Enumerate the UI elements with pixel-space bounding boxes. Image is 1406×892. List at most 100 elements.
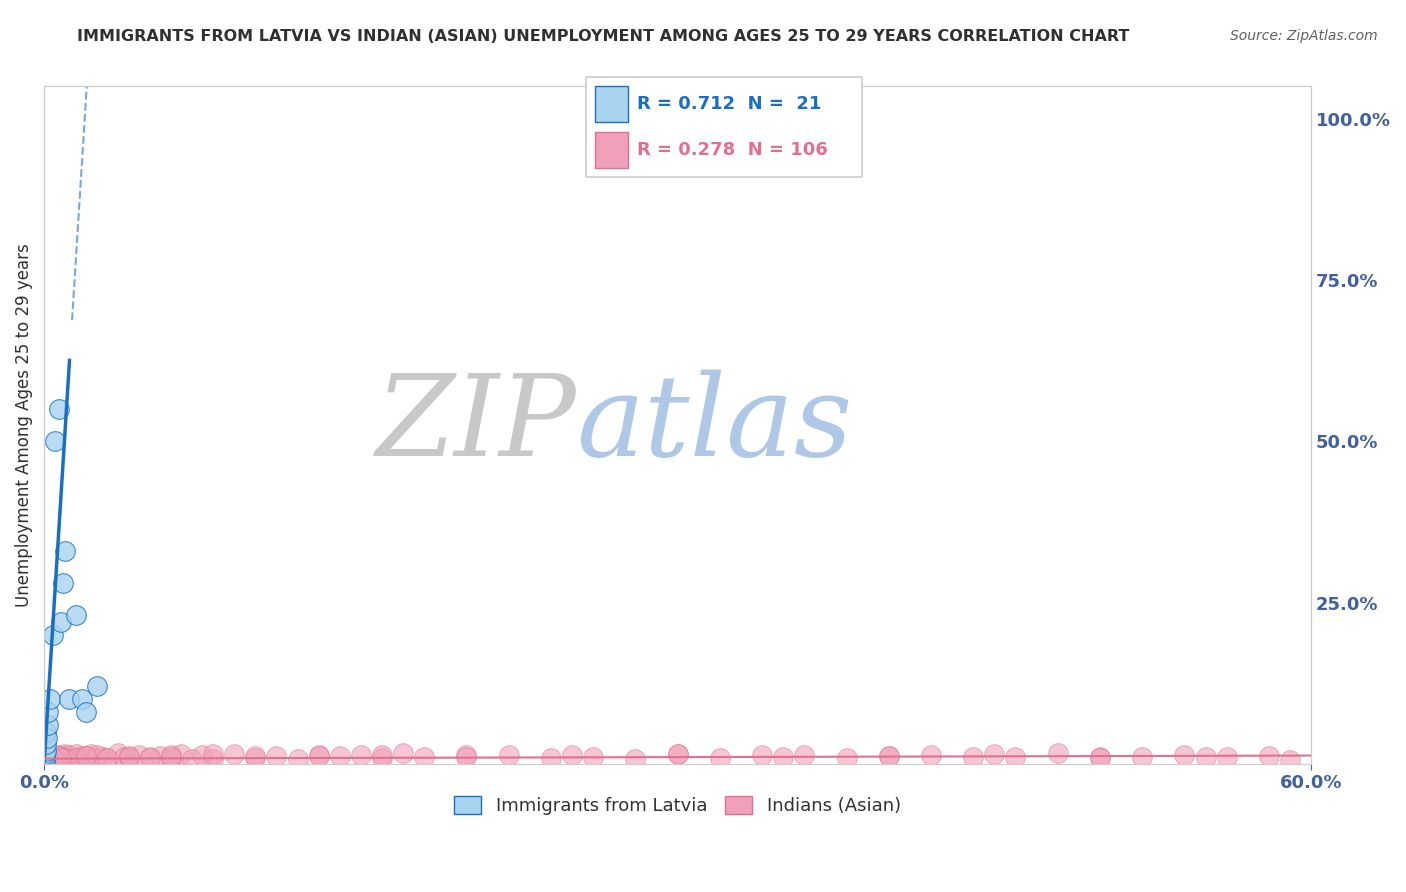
Point (266, 749, 288, 764)
Point (245, 751, 267, 765)
Point (561, 748, 583, 763)
Point (1088, 749, 1111, 764)
FancyBboxPatch shape (586, 77, 862, 178)
Point (53, 747, 76, 762)
Point (159, 749, 181, 764)
Point (41, 747, 63, 762)
Point (44, 749, 66, 764)
Point (202, 747, 225, 761)
Legend: Immigrants from Latvia, Indians (Asian): Immigrants from Latvia, Indians (Asian) (447, 789, 908, 822)
Point (582, 750, 605, 764)
Point (41, 628, 63, 642)
Point (1088, 750, 1111, 764)
Point (75, 748, 97, 763)
Text: IMMIGRANTS FROM LATVIA VS INDIAN (ASIAN) UNEMPLOYMENT AMONG AGES 25 TO 29 YEARS : IMMIGRANTS FROM LATVIA VS INDIAN (ASIAN)… (77, 29, 1129, 44)
Point (666, 747, 689, 762)
Point (191, 747, 214, 762)
Point (37, 718, 59, 732)
Point (65, 750, 87, 764)
Point (117, 749, 139, 764)
Point (86, 680, 108, 694)
Point (1279, 753, 1302, 767)
Point (39, 749, 62, 764)
Point (91, 750, 114, 764)
Point (44, 434, 66, 449)
Point (371, 750, 394, 764)
Y-axis label: Unemployment Among Ages 25 to 29 years: Unemployment Among Ages 25 to 29 years (15, 244, 32, 607)
Point (224, 747, 246, 761)
Point (1215, 749, 1237, 764)
Point (37, 751, 59, 765)
Point (35, 724, 58, 739)
Point (666, 747, 689, 761)
Point (34, 753, 56, 767)
Point (877, 749, 900, 764)
Point (48, 401, 70, 416)
Text: atlas: atlas (576, 370, 852, 481)
Point (37, 705, 59, 719)
Point (112, 749, 135, 764)
Point (107, 746, 129, 760)
Point (65, 751, 87, 765)
Point (245, 749, 267, 764)
Text: R = 0.278  N = 106: R = 0.278 N = 106 (637, 141, 828, 159)
Point (350, 748, 373, 763)
Point (34, 750, 56, 764)
Point (58, 748, 80, 763)
Point (498, 748, 520, 763)
Point (58, 752, 80, 766)
Point (49, 751, 72, 765)
Point (39, 692, 62, 706)
Point (48, 749, 70, 764)
Point (53, 751, 76, 765)
Point (39, 749, 62, 764)
Point (1257, 748, 1279, 763)
Point (877, 749, 900, 764)
Point (962, 749, 984, 764)
Point (34, 753, 56, 767)
Point (37, 731, 59, 745)
Point (96, 750, 118, 764)
Point (75, 753, 97, 767)
Point (35, 753, 58, 767)
Point (35, 755, 58, 769)
Point (159, 748, 181, 763)
Point (772, 749, 794, 764)
Point (86, 747, 108, 762)
Point (287, 751, 309, 765)
Point (835, 751, 858, 765)
Text: Source: ZipAtlas.com: Source: ZipAtlas.com (1230, 29, 1378, 43)
Point (920, 747, 942, 762)
Point (540, 751, 562, 765)
Point (35, 744, 58, 758)
Point (53, 751, 76, 765)
Point (371, 748, 394, 763)
Point (202, 752, 225, 766)
Point (138, 751, 160, 765)
Point (751, 748, 773, 763)
Point (45, 750, 67, 764)
Point (456, 747, 478, 762)
Point (34, 747, 56, 761)
Point (96, 751, 118, 765)
Point (34, 750, 56, 764)
Point (1194, 750, 1216, 764)
Point (1046, 746, 1069, 760)
Point (39, 751, 62, 765)
Point (456, 749, 478, 764)
Point (75, 749, 97, 764)
Point (41, 751, 63, 765)
Bar (595, 132, 628, 168)
Point (138, 750, 160, 764)
Point (79, 747, 101, 761)
Point (35, 750, 58, 764)
Point (70, 692, 93, 706)
Point (624, 752, 647, 766)
Point (65, 747, 87, 761)
Point (86, 751, 108, 765)
Text: ZIP: ZIP (375, 370, 576, 481)
Point (53, 544, 76, 558)
Point (34, 749, 56, 764)
Point (75, 705, 97, 719)
Point (181, 751, 204, 765)
